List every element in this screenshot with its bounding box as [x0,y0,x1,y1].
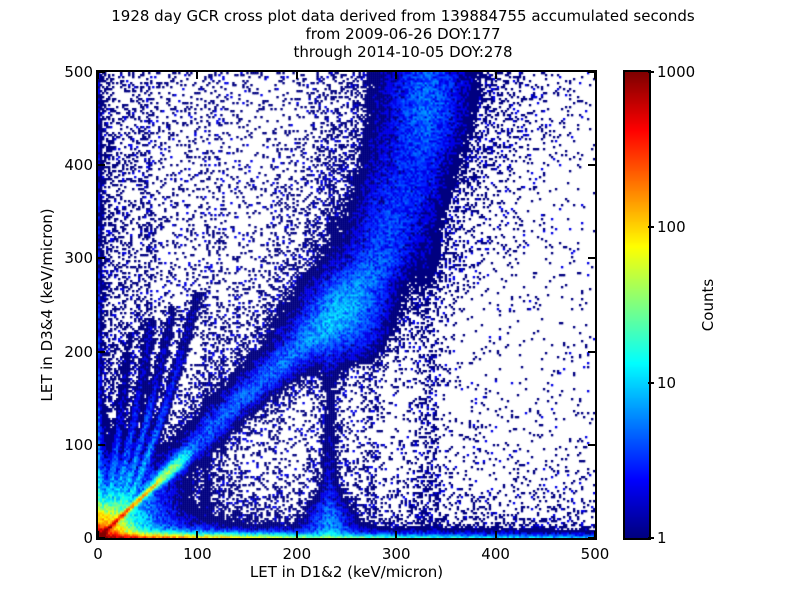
colorbar-tick [648,537,654,539]
chart-title: 1928 day GCR cross plot data derived fro… [78,7,728,61]
x-axis-label: LET in D1&2 (keV/micron) [249,563,444,581]
y-axis-label: LET in D3&4 (keV/micron) [38,208,56,402]
x-tick [196,72,199,79]
y-tick-label: 0 [83,529,93,547]
colorbar-tick-label: 1000 [657,63,696,81]
colorbar-canvas [625,72,649,538]
colorbar-tick-label: 10 [657,373,677,392]
x-tick-label: 500 [580,545,610,563]
y-tick [588,164,595,167]
y-tick [588,71,595,73]
x-tick-label: 0 [93,545,103,563]
x-tick [295,72,298,79]
y-tick-label: 300 [64,249,93,268]
colorbar-tick-label: 100 [657,218,686,237]
x-tick [594,531,596,538]
y-tick [588,257,595,260]
colorbar-frame [623,70,651,540]
x-tick [295,531,298,538]
y-tick [98,164,105,167]
y-tick [98,443,105,446]
y-tick-label: 400 [64,156,93,175]
x-tick-label: 100 [183,545,212,563]
colorbar-tick [648,381,654,384]
y-tick [98,257,105,260]
title-line-2: from 2009-06-26 DOY:177 [305,25,501,43]
y-tick [98,350,105,353]
colorbar-label: Counts [699,278,717,332]
y-tick [98,537,105,539]
title-line-1: 1928 day GCR cross plot data derived fro… [111,7,695,25]
x-tick [395,72,398,79]
y-tick [588,537,595,539]
x-tick [395,531,398,538]
y-tick [588,443,595,446]
x-tick [196,531,199,538]
colorbar-tick [648,226,654,229]
y-tick-label: 500 [64,63,93,81]
heatmap-canvas [98,72,595,538]
x-tick-label: 300 [381,545,411,563]
x-tick [494,72,497,79]
colorbar-tick-label: 1 [657,529,667,547]
y-tick-label: 200 [64,342,93,361]
title-line-3: through 2014-10-05 DOY:278 [293,43,513,61]
x-tick [97,72,99,79]
colorbar-tick [648,71,654,73]
x-tick [494,531,497,538]
x-tick [594,72,596,79]
x-tick-label: 200 [282,545,312,563]
y-tick [98,71,105,73]
y-tick-label: 100 [64,435,93,454]
x-tick-label: 400 [481,545,510,563]
x-tick [97,531,99,538]
y-tick [588,350,595,353]
